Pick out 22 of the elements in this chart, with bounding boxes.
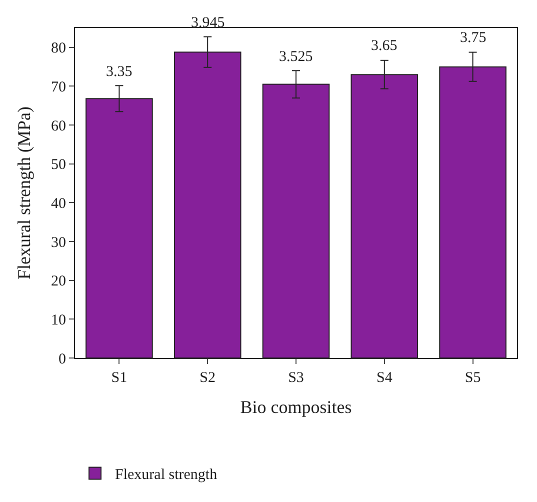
y-tick-label: 60: [51, 118, 66, 134]
x-tick-label: S1: [111, 370, 128, 386]
y-tick-label: 80: [51, 40, 66, 57]
annotation: 3.525: [279, 49, 313, 65]
annotation: 3.945: [191, 15, 225, 31]
y-axis-title: Flexural strength (MPa): [14, 106, 34, 280]
y-tick-label: 20: [51, 274, 66, 290]
y-tick-label: 30: [51, 234, 66, 251]
annotation: 3.65: [371, 38, 398, 54]
legend-label: Flexural strength: [115, 467, 218, 484]
annotation: 3.35: [106, 64, 132, 80]
x-tick-label: S4: [376, 370, 393, 386]
y-tick-label: 70: [51, 79, 66, 96]
x-axis-title: Bio composites: [240, 397, 352, 418]
y-tick-label: 10: [51, 312, 66, 328]
annotation: 3.75: [460, 30, 486, 46]
y-tick-label: 50: [51, 157, 66, 174]
x-tick-label: S5: [464, 370, 481, 386]
x-tick-label: S2: [200, 370, 216, 386]
y-tick-label: 0: [58, 351, 66, 368]
x-tick-label: S3: [288, 370, 304, 386]
y-tick-label: 40: [51, 196, 66, 212]
